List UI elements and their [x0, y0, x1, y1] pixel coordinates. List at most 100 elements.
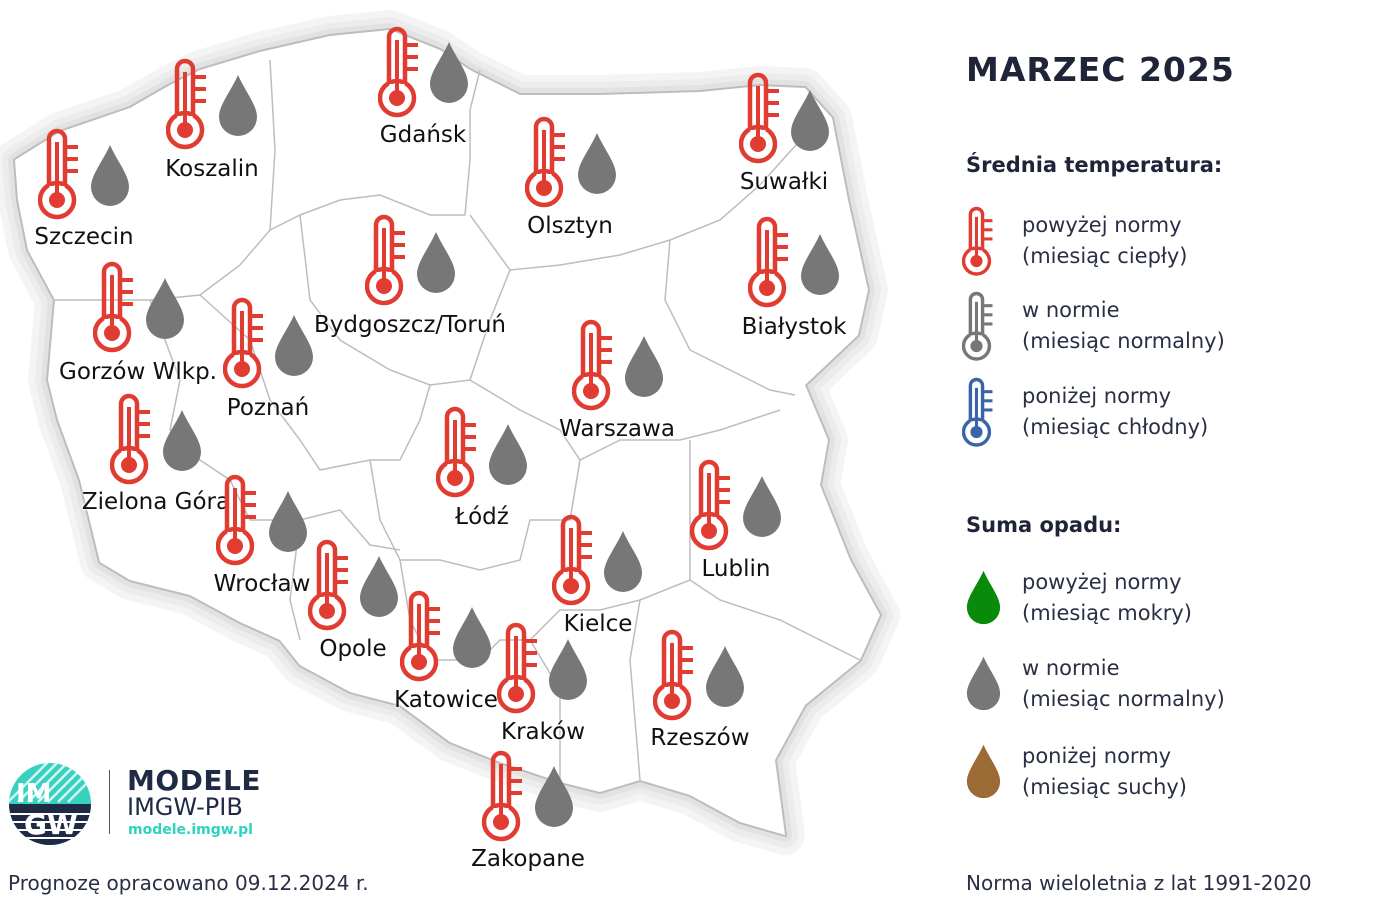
thermometer-icon [37, 128, 80, 226]
region-border [469, 134, 806, 271]
city-label: Kielce [563, 611, 633, 637]
legend-thermometer-icon [961, 206, 994, 282]
drop-icon [547, 637, 589, 705]
region-border [664, 239, 796, 396]
drop-icon [704, 644, 746, 712]
city-label: Wrocław [213, 571, 311, 597]
drop-icon [533, 764, 575, 832]
drop-icon [487, 422, 529, 490]
thermometer-icon [165, 58, 208, 156]
city-label: Gorzów Wlkp. [59, 359, 217, 385]
logo-subtitle: IMGW-PIB [127, 793, 243, 821]
thermometer-icon [222, 297, 265, 395]
legend-sublabel: (miesiąc normalny) [1022, 329, 1225, 353]
city-label: Lublin [701, 556, 771, 582]
city-label: Kraków [500, 719, 586, 745]
legend-label: w normie [1022, 298, 1120, 322]
thermometer-icon [524, 116, 567, 214]
legend-drop-icon [965, 569, 1002, 629]
city-label: Katowice [394, 687, 498, 713]
thermometer-icon [215, 474, 258, 572]
thermometer-icon [738, 72, 781, 170]
temperature-legend-title: Średnia temperatura: [966, 153, 1223, 177]
region-border [369, 459, 581, 571]
svg-text:GW: GW [24, 808, 78, 841]
forecast-date: Prognozę opracowano 09.12.2024 r. [8, 871, 369, 895]
city-label: Gdańsk [379, 122, 467, 148]
region-border [629, 599, 641, 781]
drop-icon [428, 40, 470, 108]
drop-icon [451, 605, 493, 673]
region-border [229, 479, 401, 551]
city-label: Warszawa [559, 416, 675, 442]
thermometer-icon [571, 319, 614, 417]
drop-icon [623, 334, 665, 402]
drop-icon [144, 276, 186, 344]
drop-icon [741, 474, 783, 542]
drop-icon [358, 554, 400, 622]
thermometer-icon [109, 393, 152, 491]
city-label: Zielona Góra [81, 489, 231, 515]
norm-period: Norma wieloletnia z lat 1991-2020 [966, 871, 1312, 895]
thermometer-icon [481, 750, 524, 848]
city-label: Białystok [741, 314, 847, 340]
imgw-logo-mark: IM GW [9, 763, 91, 845]
legend-label: powyżej normy [1022, 213, 1182, 237]
city-label: Koszalin [165, 156, 259, 182]
thermometer-icon [689, 459, 732, 557]
legend-label: w normie [1022, 656, 1120, 680]
region-border [689, 579, 861, 661]
thermometer-icon [399, 590, 442, 688]
drop-icon [415, 230, 457, 298]
legend-sublabel: (miesiąc chłodny) [1022, 415, 1209, 439]
city-label: Zakopane [471, 846, 585, 872]
logo-divider [109, 770, 110, 834]
drop-icon [576, 131, 618, 199]
logo-title: MODELE [127, 764, 262, 797]
city-label: Rzeszów [650, 725, 750, 751]
drop-icon [789, 88, 831, 156]
legend-temperature-item: poniżej normy (miesiąc chłodny) [1022, 381, 1208, 443]
region-border [299, 214, 471, 386]
legend-sublabel: (miesiąc normalny) [1022, 687, 1225, 711]
legend-thermometer-icon [961, 377, 994, 453]
thermometer-icon [652, 629, 695, 727]
legend-sublabel: (miesiąc suchy) [1022, 775, 1187, 799]
legend-label: poniżej normy [1022, 744, 1172, 768]
legend-drop-icon [965, 743, 1002, 803]
thermometer-icon [747, 216, 790, 314]
legend-temperature-item: powyżej normy (miesiąc ciepły) [1022, 210, 1188, 272]
legend-sublabel: (miesiąc ciepły) [1022, 244, 1188, 268]
region-border [269, 59, 481, 232]
thermometer-icon [496, 622, 539, 720]
thermometer-icon [435, 406, 478, 504]
thermometer-icon [551, 514, 594, 612]
logo-url[interactable]: modele.imgw.pl [128, 822, 253, 838]
legend-sublabel: (miesiąc mokry) [1022, 601, 1192, 625]
region-border [149, 299, 231, 481]
city-label: Opole [319, 636, 387, 662]
thermometer-icon [92, 261, 135, 359]
legend-thermometer-icon [961, 291, 994, 367]
city-label: Łódź [455, 504, 509, 530]
legend-precipitation-item: powyżej normy (miesiąc mokry) [1022, 567, 1192, 629]
region-border [469, 269, 781, 461]
drop-icon [267, 489, 309, 557]
city-label: Poznań [226, 395, 310, 421]
drop-icon [89, 143, 131, 211]
drop-icon [799, 232, 841, 300]
legend-precipitation-item: poniżej normy (miesiąc suchy) [1022, 741, 1187, 803]
imgw-logo: IM GW [8, 762, 92, 850]
voivodeship-borders [55, 59, 861, 781]
legend-temperature-item: w normie (miesiąc normalny) [1022, 295, 1225, 357]
legend-label: poniżej normy [1022, 384, 1172, 408]
thermometer-icon [307, 539, 350, 637]
city-label: Szczecin [34, 224, 134, 250]
legend-precipitation-item: w normie (miesiąc normalny) [1022, 653, 1225, 715]
city-label: Bydgoszcz/Toruń [313, 312, 507, 338]
drop-icon [602, 529, 644, 597]
city-label: Olsztyn [527, 213, 613, 239]
drop-icon [217, 73, 259, 141]
page-title: MARZEC 2025 [966, 50, 1235, 89]
city-label: Suwałki [739, 169, 829, 195]
